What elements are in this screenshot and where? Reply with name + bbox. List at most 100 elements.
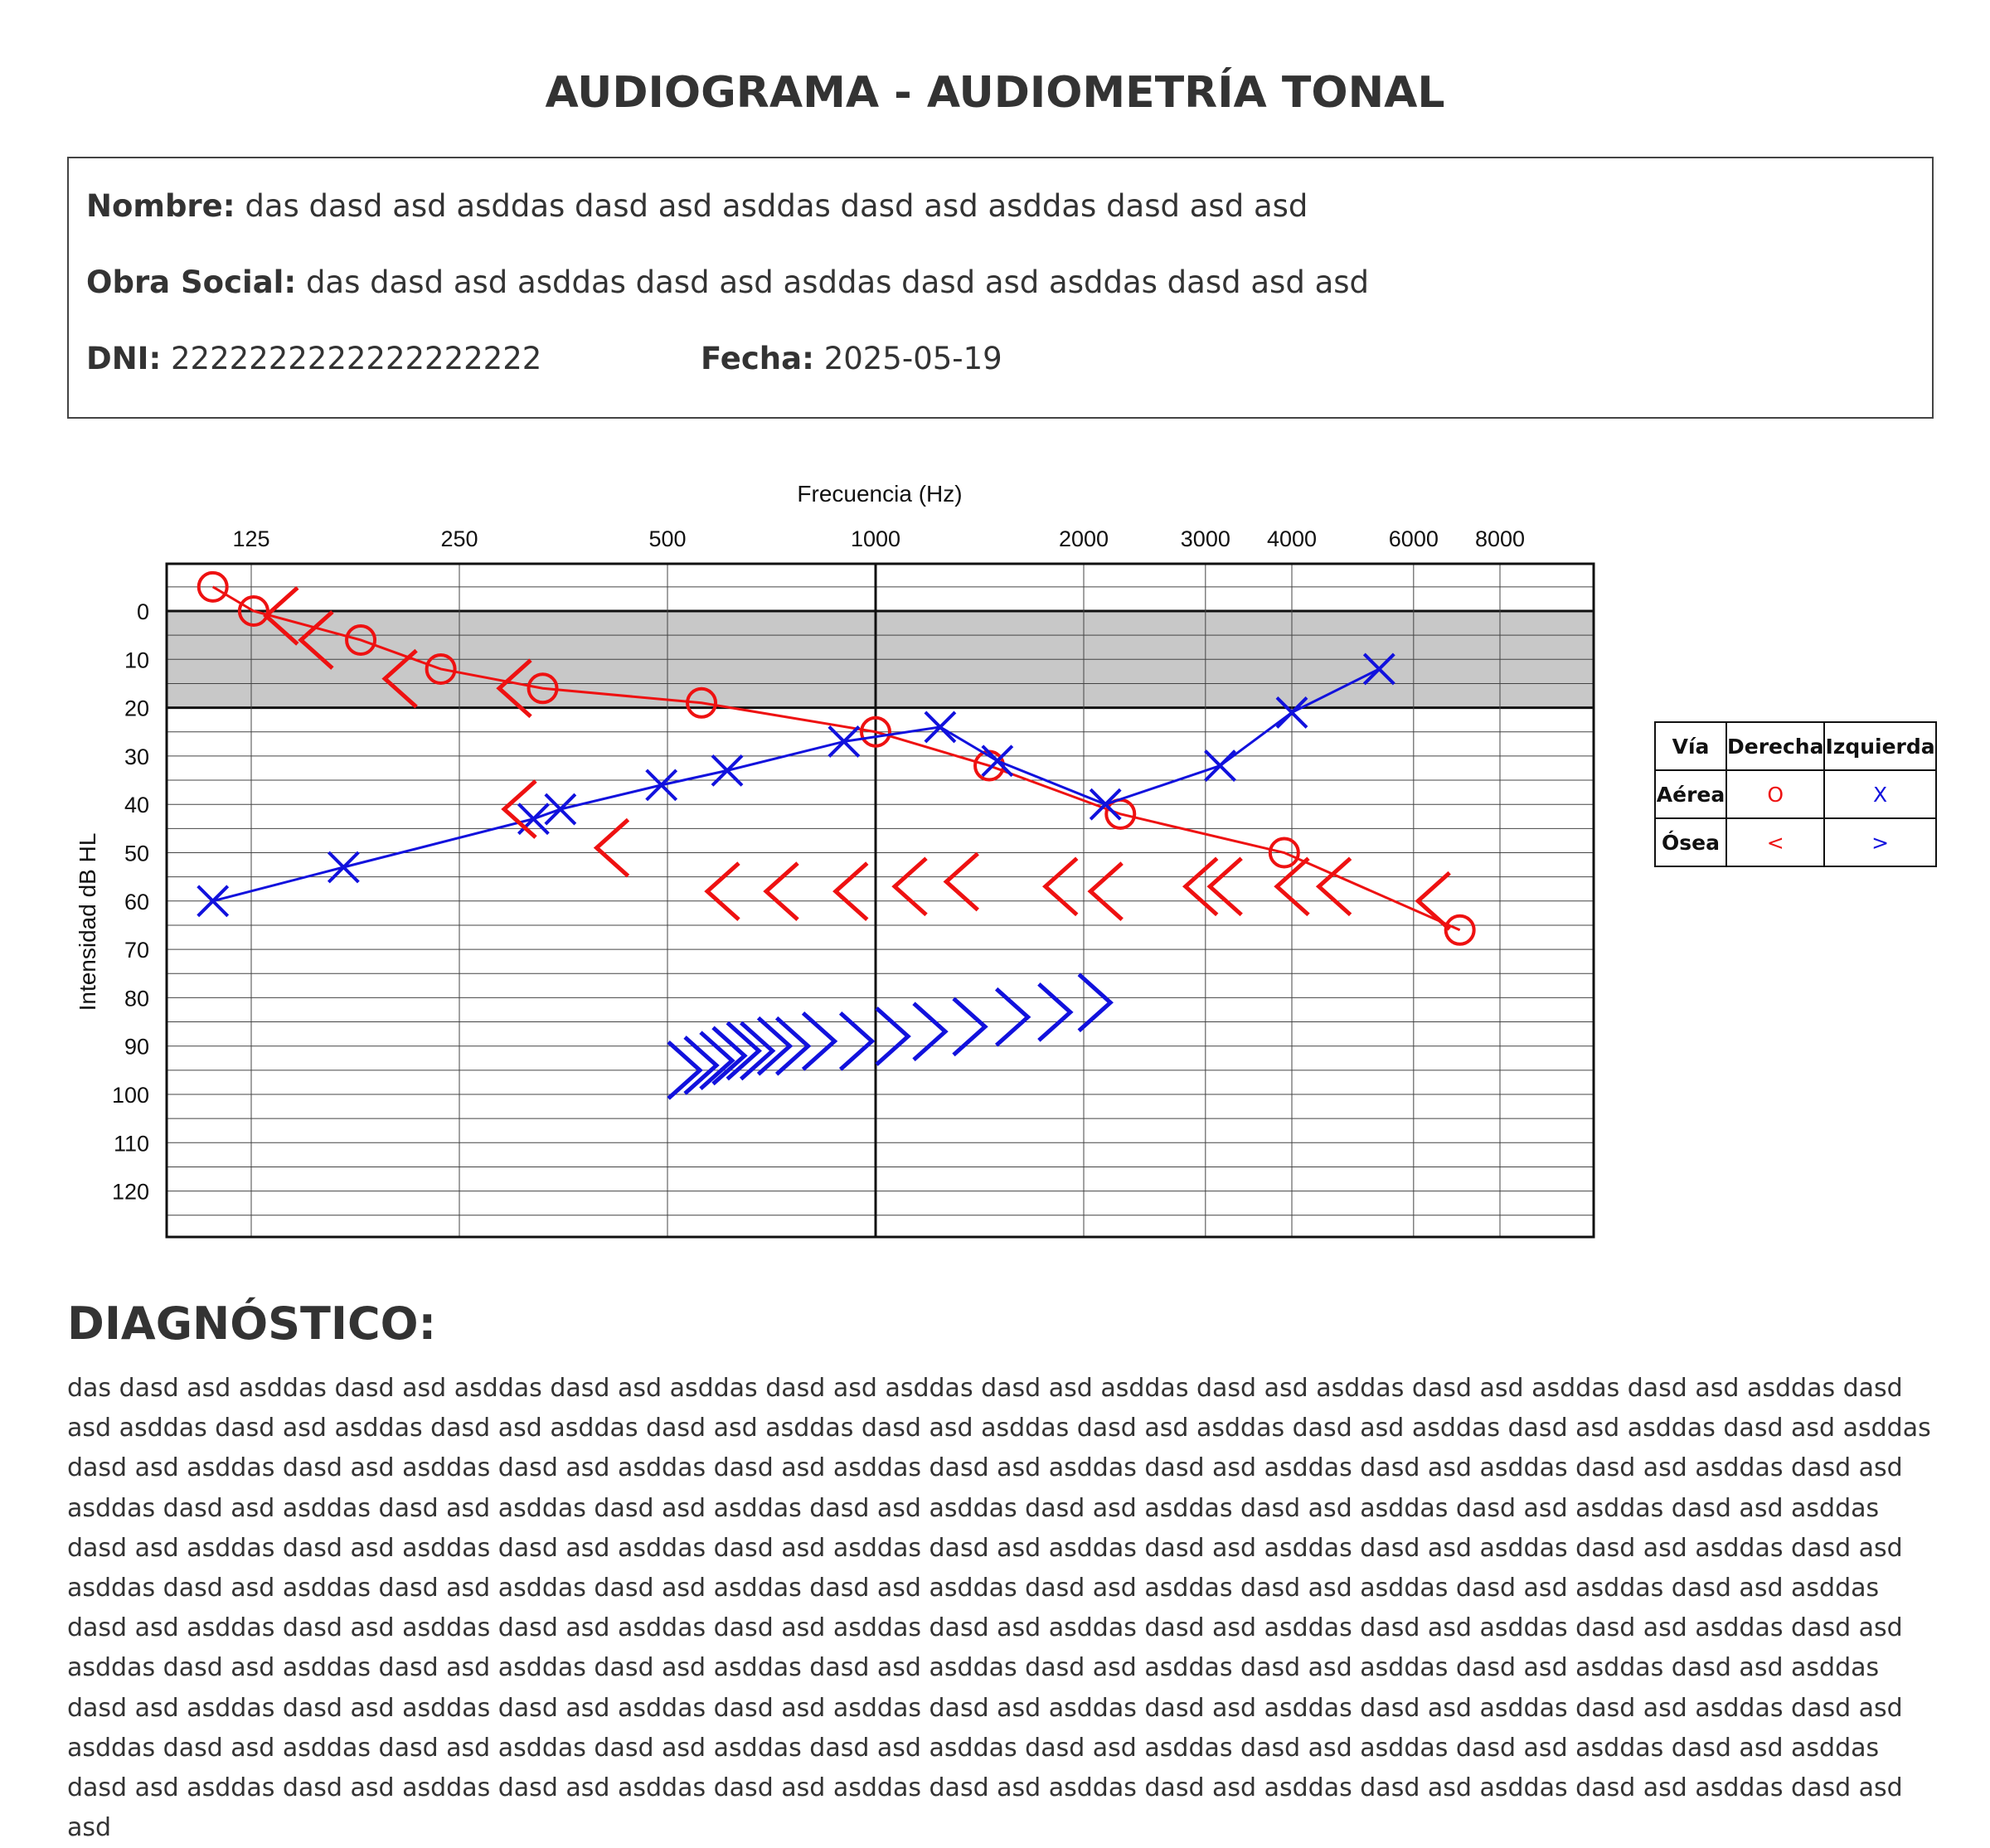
marker-bone-left <box>875 1006 911 1066</box>
dni-label: DNI: <box>86 341 162 376</box>
marker-bone-right <box>1315 856 1352 917</box>
legend-left-bone-symbol: > <box>1823 817 1937 867</box>
y-tick-label: 60 <box>124 890 149 914</box>
marker-bone-right <box>593 817 630 878</box>
marker-circle <box>237 595 269 627</box>
y-tick-label: 90 <box>124 1035 149 1060</box>
dni-line: DNI: 2222222222222222222 <box>86 341 541 376</box>
diagnosis-text: das dasd asd asddas dasd asd asddas dasd… <box>67 1374 1931 1843</box>
nombre-value: das dasd asd asddas dasd asd asddas dasd… <box>245 188 1308 224</box>
marker-circle <box>686 686 718 719</box>
legend-right-air-symbol: O <box>1725 769 1826 819</box>
x-tick-label: 8000 <box>1475 526 1525 551</box>
marker-x <box>1204 749 1236 782</box>
x-tick-label: 6000 <box>1389 526 1439 551</box>
marker-x <box>327 851 360 884</box>
y-tick-label: 120 <box>112 1180 149 1205</box>
x-tick-label: 500 <box>648 526 686 551</box>
marker-bone-right <box>1206 856 1243 917</box>
y-tick-label: 0 <box>137 599 149 624</box>
y-tick-label: 40 <box>124 793 149 817</box>
legend-right-bone-symbol: < <box>1725 817 1826 867</box>
marker-x <box>1362 652 1395 686</box>
marker-x <box>197 885 230 918</box>
marker-bone-left <box>838 1011 876 1071</box>
fecha-label: Fecha: <box>701 341 814 376</box>
marker-circle <box>425 652 457 685</box>
obra-social-value: das dasd asd asddas dasd asd asddas dasd… <box>305 264 1370 300</box>
marker-x <box>828 725 861 758</box>
y-tick-label: 70 <box>124 938 149 963</box>
marker-bone-left <box>801 1011 838 1071</box>
marker-bone-right <box>704 861 740 922</box>
plot-frame <box>165 562 1595 1239</box>
y-tick-labels: 0 10 20 30 40 50 60 70 80 90 100 110 120 <box>112 599 149 1205</box>
y-axis-label: Intensidad dB HL <box>75 833 100 1011</box>
marker-x <box>1275 696 1308 729</box>
legend-table: Vía Derecha Izquierda Aérea O X Ósea < > <box>1654 721 1937 867</box>
x-tick-label: 2000 <box>1059 526 1109 551</box>
marker-bone-left <box>711 1026 748 1086</box>
legend-header-row: Vía Derecha Izquierda <box>1654 721 1937 771</box>
marker-bone-right <box>763 861 799 922</box>
marker-bone-right <box>501 779 537 839</box>
legend-aerea-label: Aérea <box>1654 769 1727 819</box>
series-right-bone <box>263 585 1451 931</box>
obra-social-line: Obra Social: das dasd asd asddas dasd as… <box>86 264 1369 300</box>
marker-bone-right <box>298 610 334 670</box>
diagnosis-title: DIAGNÓSTICO: <box>67 1297 437 1350</box>
legend-header-via: Vía <box>1654 721 1727 771</box>
marker-x <box>924 711 957 744</box>
marker-x <box>711 754 744 787</box>
chart-frame <box>165 562 1595 1239</box>
x-tick-label: 3000 <box>1181 526 1230 551</box>
chart-grid <box>167 564 1594 1237</box>
marker-bone-left <box>740 1021 776 1081</box>
chart-series <box>197 570 1476 1100</box>
marker-bone-left <box>1037 982 1074 1042</box>
patient-info-box: Nombre: das dasd asd asddas dasd asd asd… <box>67 157 1934 419</box>
series-line-right-air <box>211 585 1461 932</box>
x-tick-label: 250 <box>440 526 478 551</box>
legend-osea-row: Ósea < > <box>1654 817 1937 867</box>
marker-bone-left <box>952 997 988 1057</box>
audiogram-chart: 125 250 500 1000 2000 3000 4000 6000 8000 0 10 20 3… <box>75 481 1595 1239</box>
legend-left-air-symbol: X <box>1823 769 1937 819</box>
y-tick-label: 10 <box>124 648 149 672</box>
marker-bone-right <box>1087 861 1124 922</box>
marker-bone-left <box>699 1031 735 1091</box>
marker-bone-right <box>381 648 418 709</box>
marker-circle <box>197 570 229 603</box>
marker-x <box>544 793 577 826</box>
legend-header-derecha: Derecha <box>1725 721 1826 771</box>
marker-bone-left <box>667 1040 703 1100</box>
x-tick-label: 1000 <box>851 526 900 551</box>
dni-value: 2222222222222222222 <box>171 341 542 376</box>
marker-bone-left <box>726 1021 762 1081</box>
x-tick-label: 4000 <box>1267 526 1317 551</box>
marker-bone-right <box>1182 856 1219 917</box>
marker-bone-left <box>1077 973 1114 1033</box>
marker-bone-right <box>496 658 532 719</box>
series-left-air <box>197 652 1395 918</box>
marker-circle <box>345 623 377 656</box>
y-tick-label: 50 <box>124 842 149 866</box>
x-axis-label: Frecuencia (Hz) <box>797 481 962 507</box>
marker-x <box>645 769 678 802</box>
x-tick-labels: 125 250 500 1000 2000 3000 4000 6000 8000 <box>232 526 1525 551</box>
fecha-line: Fecha: 2025-05-19 <box>701 341 1002 376</box>
marker-bone-left <box>756 1016 794 1076</box>
x-tick-label: 125 <box>232 526 269 551</box>
nombre-label: Nombre: <box>86 188 235 224</box>
marker-bone-right <box>1042 856 1079 917</box>
marker-circle <box>860 715 891 748</box>
legend-aerea-row: Aérea O X <box>1654 769 1937 819</box>
fecha-value: 2025-05-19 <box>823 341 1002 376</box>
marker-bone-right <box>832 861 869 922</box>
marker-bone-left <box>994 987 1031 1047</box>
marker-circle <box>1444 914 1476 946</box>
y-tick-label: 20 <box>124 696 149 721</box>
marker-bone-left <box>683 1036 720 1095</box>
legend-header-izquierda: Izquierda <box>1823 721 1937 771</box>
marker-bone-right <box>943 851 979 912</box>
